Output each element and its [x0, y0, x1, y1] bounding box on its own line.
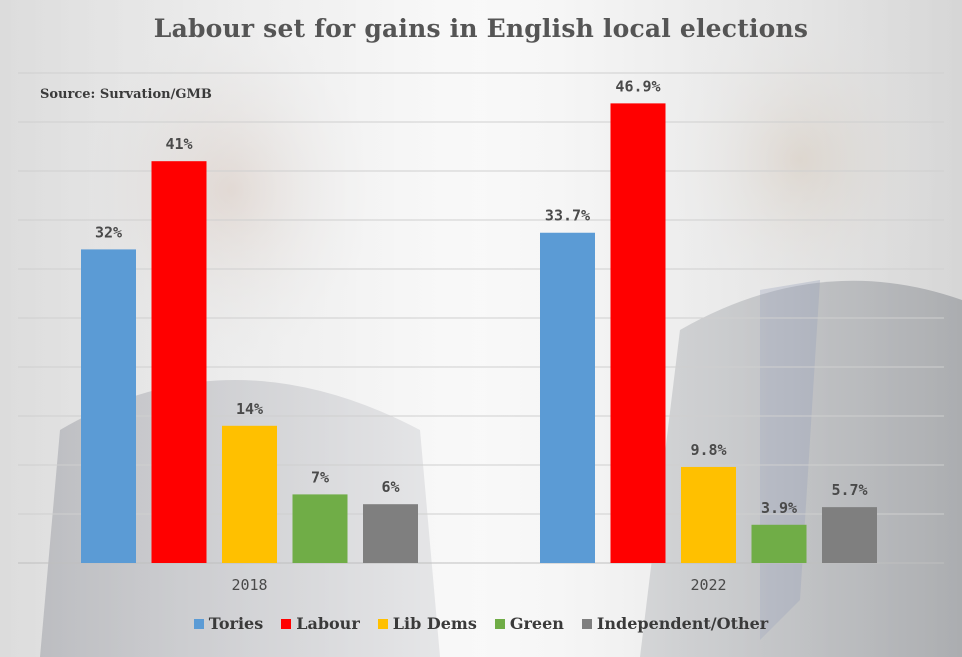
- bar-labour-2022: [610, 103, 666, 563]
- legend-swatch: [281, 618, 292, 629]
- value-label: 5.7%: [831, 481, 867, 499]
- value-label: 6%: [381, 478, 399, 496]
- bar-labour-2018: [151, 161, 207, 563]
- legend-item: Green: [494, 614, 564, 633]
- legend-label: Labour: [296, 614, 360, 633]
- bar-lib-dems-2022: [681, 466, 736, 563]
- chart-source: Source: Survation/GMB: [40, 87, 212, 102]
- legend-swatch: [494, 618, 505, 629]
- bars-group: [81, 103, 877, 564]
- category-label-2022: 2022: [690, 576, 726, 594]
- legend-label: Tories: [208, 614, 264, 633]
- bar-lib-dems-2018: [222, 425, 277, 563]
- legend-swatch: [193, 618, 204, 629]
- legend-label: Lib Dems: [392, 614, 477, 633]
- category-label-2018: 2018: [231, 576, 267, 594]
- value-label: 7%: [311, 468, 329, 486]
- value-labels-group: 32% 41% 14% 7% 6% 33.7% 46.9% 9.8% 3.9% 5.7%: [95, 77, 868, 516]
- value-label: 9.8%: [690, 441, 726, 459]
- category-labels-group: 2018 2022: [231, 576, 726, 594]
- legend-swatch: [377, 618, 388, 629]
- value-label: 14%: [236, 400, 263, 418]
- bar-independent-other-2022: [822, 507, 877, 563]
- bar-green-2018: [292, 494, 348, 563]
- legend-label: Green: [509, 614, 564, 633]
- legend-label: Independent/Other: [596, 614, 769, 633]
- legend-item: Independent/Other: [581, 614, 769, 633]
- value-label: 32%: [95, 223, 122, 241]
- legend-item: Labour: [281, 614, 360, 633]
- value-label: 33.7%: [545, 207, 590, 225]
- legend-item: Tories: [193, 614, 264, 633]
- chart-title: Labour set for gains in English local el…: [153, 14, 809, 43]
- legend: Tories Labour Lib Dems Green Independent/Oth…: [0, 614, 962, 633]
- value-label: 46.9%: [615, 77, 660, 95]
- value-label: 3.9%: [761, 499, 797, 517]
- bar-independent-other-2018: [363, 504, 418, 563]
- legend-swatch: [581, 618, 592, 629]
- value-label: 41%: [165, 135, 192, 153]
- bar-green-2022: [751, 524, 807, 563]
- legend-item: Lib Dems: [377, 614, 477, 633]
- bar-tories-2022: [540, 232, 595, 564]
- bar-tories-2018: [81, 249, 136, 563]
